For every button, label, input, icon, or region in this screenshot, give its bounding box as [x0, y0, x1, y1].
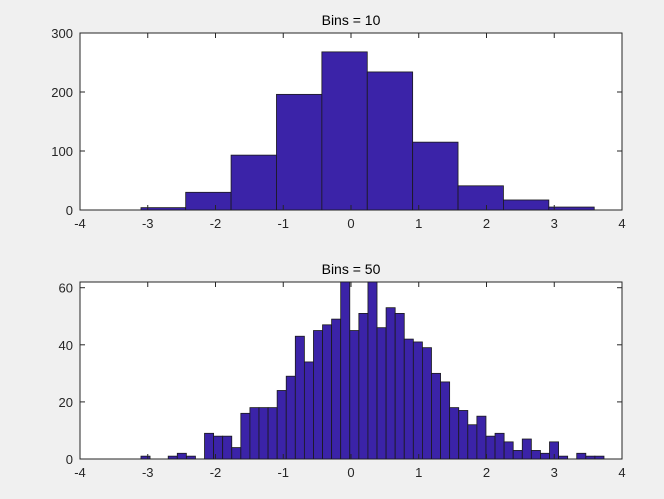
histogram-bar: [540, 452, 550, 460]
histogram-bar: [385, 307, 396, 460]
histogram-bar: [449, 407, 460, 460]
histogram-bar: [512, 450, 523, 460]
x-tick-label: 0: [347, 465, 354, 480]
histogram-bar: [576, 452, 587, 460]
histogram-bar: [467, 424, 478, 460]
x-tick-label: -2: [210, 216, 222, 231]
histogram-bar: [231, 447, 242, 460]
x-tick-label: -3: [142, 465, 154, 480]
histogram-bar: [558, 455, 569, 460]
x-tick-label: 3: [551, 216, 558, 231]
x-tick-label: -4: [74, 216, 86, 231]
x-tick-label: -3: [142, 216, 154, 231]
histogram-bar: [548, 206, 595, 211]
histogram-panel-bins-50: Bins = 50 -4 -3 -2 -1 0 1 2 3 4 0 20 40 60: [59, 261, 626, 480]
histogram-bar: [458, 410, 469, 460]
histogram-bar: [476, 415, 487, 460]
histogram-bar: [331, 318, 342, 460]
histogram-bar: [185, 191, 232, 211]
histogram-bar: [222, 435, 233, 460]
histogram-bar: [140, 455, 151, 460]
histogram-bar: [321, 51, 368, 211]
histogram-bar: [285, 375, 296, 460]
histogram-bar: [276, 390, 287, 460]
histogram-bar: [485, 435, 496, 460]
x-axis-ticks: -4 -3 -2 -1 0 1 2 3 4: [74, 33, 626, 231]
y-tick-label: 40: [59, 338, 73, 353]
histogram-panel-bins-10: Bins = 10 -4 -3 -2 -1 0 1 2 3 4 0 100 200 300: [51, 12, 625, 231]
histogram-bar: [503, 441, 514, 460]
x-tick-label: 2: [483, 465, 490, 480]
histogram-bar: [267, 407, 278, 460]
histogram-bar: [349, 330, 360, 460]
histogram-bar: [412, 141, 459, 211]
histogram-bar: [367, 281, 378, 460]
y-tick-label: 0: [66, 203, 73, 218]
histogram-bar: [249, 407, 260, 460]
histogram-bar: [412, 341, 423, 460]
histogram-bar: [394, 313, 405, 460]
histogram-bar: [340, 281, 351, 460]
histogram-bar: [258, 407, 269, 460]
x-tick-label: 0: [347, 216, 354, 231]
histogram-bar: [313, 330, 323, 460]
histogram-bar: [294, 335, 305, 460]
histogram-bar: [594, 455, 605, 460]
x-tick-label: 1: [415, 465, 422, 480]
histogram-bar: [521, 438, 532, 460]
histogram-bar: [457, 185, 504, 211]
bars: [140, 51, 595, 211]
histogram-bar: [422, 347, 432, 460]
histogram-bar: [403, 338, 414, 460]
histogram-bar: [230, 154, 277, 211]
chart-title: Bins = 50: [322, 261, 381, 277]
histogram-bar: [167, 455, 178, 460]
x-tick-label: -4: [74, 465, 86, 480]
x-tick-label: 3: [551, 465, 558, 480]
histogram-bar: [431, 372, 441, 460]
histogram-bar: [494, 432, 505, 460]
histogram-bar: [303, 361, 314, 460]
histogram-bar: [503, 199, 550, 211]
histogram-bar: [366, 71, 414, 211]
x-tick-label: 2: [483, 216, 490, 231]
histogram-bar: [240, 412, 251, 460]
histogram-bar: [322, 324, 333, 460]
histogram-bar: [530, 450, 541, 460]
histogram-bar: [176, 452, 187, 460]
bars: [140, 281, 605, 460]
x-tick-label: -2: [210, 465, 222, 480]
y-axis-ticks: 0 20 40 60: [59, 281, 622, 467]
histogram-bar: [440, 381, 451, 460]
histogram-bar: [204, 432, 215, 460]
x-tick-label: 4: [618, 465, 625, 480]
x-tick-label: -1: [277, 216, 289, 231]
y-tick-label: 60: [59, 281, 73, 296]
y-tick-label: 200: [51, 85, 73, 100]
histogram-bar: [276, 93, 323, 211]
histogram-bar: [585, 455, 596, 460]
x-axis-ticks: -4 -3 -2 -1 0 1 2 3 4: [74, 282, 626, 480]
histogram-bar: [213, 435, 224, 460]
chart-title: Bins = 10: [322, 12, 381, 28]
y-axis-ticks: 0 100 200 300: [51, 26, 622, 218]
y-tick-label: 20: [59, 395, 73, 410]
x-tick-label: 4: [618, 216, 625, 231]
y-tick-label: 300: [51, 26, 73, 41]
histogram-bar: [376, 327, 387, 460]
y-tick-label: 0: [66, 452, 73, 467]
y-tick-label: 100: [51, 144, 73, 159]
histogram-bar: [358, 313, 369, 460]
histogram-bar: [185, 455, 196, 460]
x-tick-label: 1: [415, 216, 422, 231]
x-tick-label: -1: [277, 465, 289, 480]
